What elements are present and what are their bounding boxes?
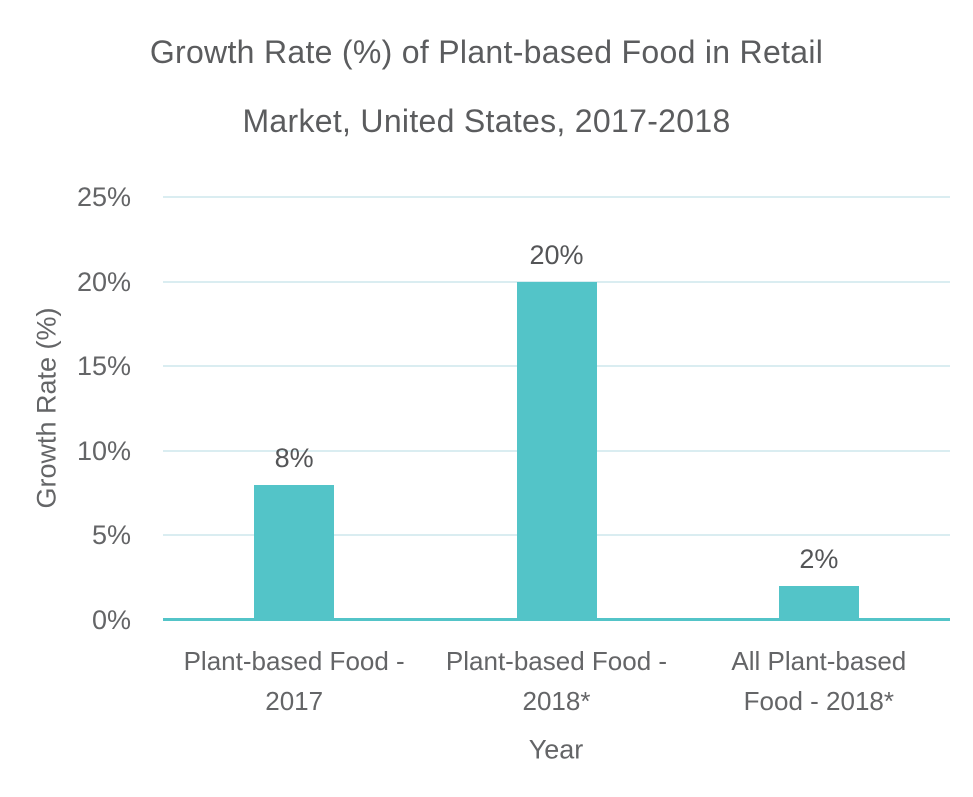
x-tick-label-1: Plant-based Food - 2018*: [426, 641, 688, 721]
y-tick-label-0: 0%: [91, 605, 131, 635]
chart-title-line-2: Market, United States, 2017-2018: [242, 103, 731, 139]
bar-value-label-0: 8%: [274, 442, 314, 473]
gridline-25: [163, 196, 950, 198]
y-tick-label-5: 5%: [91, 520, 131, 551]
chart-title-line-1: Growth Rate (%) of Plant-based Food in R…: [149, 34, 824, 70]
y-axis-tick-labels: 0% 5% 10% 15% 20% 25%: [0, 182, 131, 635]
bar-0: [254, 484, 335, 620]
x-tick-label-0: Plant-based Food - 2017: [163, 641, 425, 721]
x-axis-tick-labels: Plant-based Food -2017 Plant-based Food -…: [163, 641, 950, 725]
bar-1: [516, 281, 597, 620]
plot-area: 8% 20% 2%: [163, 196, 950, 621]
x-tick-label-line: 2017: [265, 686, 324, 716]
x-tick-label-2: All Plant-based Food - 2018*: [688, 641, 950, 721]
x-tick-label-line: All Plant-based: [731, 646, 907, 676]
x-axis-line: [163, 618, 950, 621]
bar-value-label-1: 20%: [529, 239, 584, 270]
bar-2: [778, 586, 859, 620]
x-tick-label-line: Plant-based Food -: [445, 646, 668, 676]
y-tick-label-15: 15%: [76, 351, 131, 382]
y-tick-label-20: 20%: [76, 266, 131, 297]
y-tick-label-25: 25%: [76, 182, 131, 212]
x-tick-label-line: 2018*: [522, 686, 591, 716]
x-axis-title: Year: [528, 734, 584, 765]
x-tick-label-line: Food - 2018*: [743, 686, 894, 716]
bar-value-label-2: 2%: [799, 544, 839, 575]
x-tick-label-line: Plant-based Food -: [183, 646, 405, 676]
chart-title: Growth Rate (%) of Plant-based Food in R…: [0, 18, 973, 156]
y-tick-label-10: 10%: [76, 435, 131, 466]
